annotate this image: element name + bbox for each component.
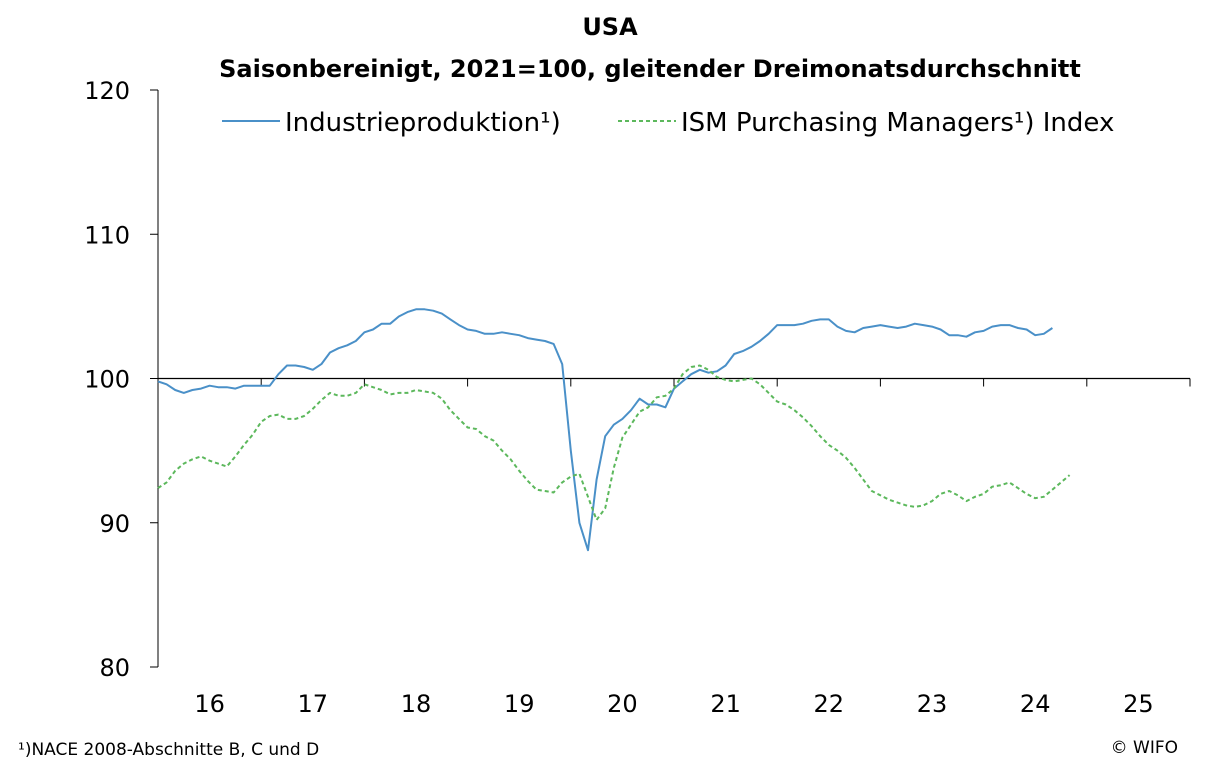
chart-subtitle: Saisonbereinigt, 2021=100, gleitender Dr… xyxy=(219,55,1081,83)
x-tick-label: 23 xyxy=(917,690,948,718)
x-tick-label: 17 xyxy=(298,690,329,718)
series-line-industrieproduktion xyxy=(157,308,1053,552)
x-tick-label: 25 xyxy=(1123,690,1154,718)
legend-label-ism-pmi: ISM Purchasing Managers¹) Index xyxy=(681,108,1114,138)
y-tick-label: 100 xyxy=(84,366,130,394)
y-tick-label: 90 xyxy=(99,510,130,538)
x-tick-label: 21 xyxy=(710,690,741,718)
x-axis-ticks: 16 17 18 19 20 21 22 23 24 25 xyxy=(157,378,1191,718)
legend-label-industrieproduktion: Industrieproduktion¹) xyxy=(285,108,561,138)
y-tick-label: 120 xyxy=(84,77,130,105)
y-tick-label: 80 xyxy=(99,654,130,682)
x-tick-label: 22 xyxy=(814,690,845,718)
y-tick-label: 110 xyxy=(84,221,130,249)
footnote: ¹)NACE 2008-Abschnitte B, C und D xyxy=(18,740,320,760)
x-tick-label: 24 xyxy=(1020,690,1051,718)
x-tick-label: 20 xyxy=(607,690,638,718)
x-tick-label: 18 xyxy=(401,690,432,718)
x-tick-label: 19 xyxy=(504,690,535,718)
x-tick-label: 16 xyxy=(194,690,225,718)
copyright: © WIFO xyxy=(1110,738,1178,758)
legend: Industrieproduktion¹) ISM Purchasing Man… xyxy=(222,108,1114,138)
y-axis-ticks: 80 90 100 110 120 xyxy=(84,77,158,682)
series-line-ism-pmi xyxy=(157,364,1071,521)
chart-title: USA xyxy=(582,13,638,41)
series-layer xyxy=(157,308,1071,552)
